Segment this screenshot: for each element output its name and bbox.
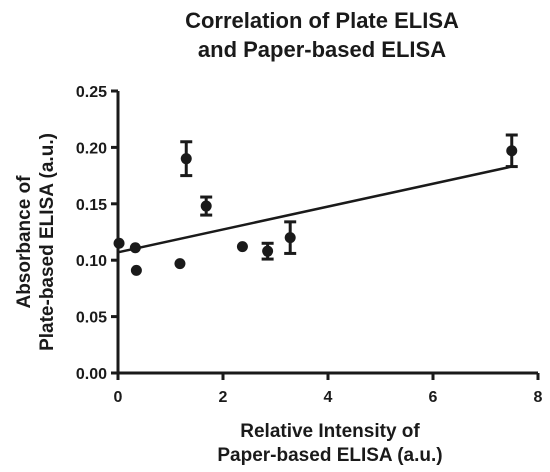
x-tick-label: 8 [534, 389, 543, 406]
chart-title-line-2: and Paper-based ELISA [198, 37, 446, 62]
y-tick-label: 0.05 [76, 310, 107, 327]
data-point [174, 258, 186, 270]
x-axis-label-line-2: Paper-based ELISA (a.u.) [217, 445, 442, 466]
x-tick-label: 0 [114, 389, 123, 406]
data-point [506, 145, 518, 157]
x-tick-label: 2 [219, 389, 228, 406]
data-point [180, 153, 192, 165]
y-axis-label-line-2: Plate-based ELISA (a.u.) [37, 133, 58, 351]
y-axis-label: Absorbance of Plate-based ELISA (a.u.) [14, 133, 58, 351]
x-tick-label: 6 [429, 389, 438, 406]
chart-title-line-1: Correlation of Plate ELISA [185, 8, 459, 33]
y-tick-label: 0.20 [76, 140, 107, 157]
y-tick-label: 0.15 [76, 197, 107, 214]
x-axis-label-line-1: Relative Intensity of [240, 421, 420, 442]
regression-line [117, 165, 513, 254]
data-point [129, 242, 141, 254]
y-axis-label-line-1: Absorbance of [14, 175, 35, 309]
plot-area: 0.00 0.05 0.10 0.15 0.20 0.25 0 2 4 6 8 [76, 84, 543, 406]
data-point [130, 264, 142, 276]
data-point [262, 245, 274, 257]
y-tick-label: 0.10 [76, 253, 107, 270]
y-tick-label: 0.25 [76, 84, 107, 101]
x-tick-label: 4 [324, 389, 333, 406]
y-tick-label: 0.00 [76, 366, 107, 383]
data-point [200, 200, 212, 212]
data-point [236, 241, 248, 253]
data-point [113, 237, 125, 249]
data-point [284, 232, 296, 244]
